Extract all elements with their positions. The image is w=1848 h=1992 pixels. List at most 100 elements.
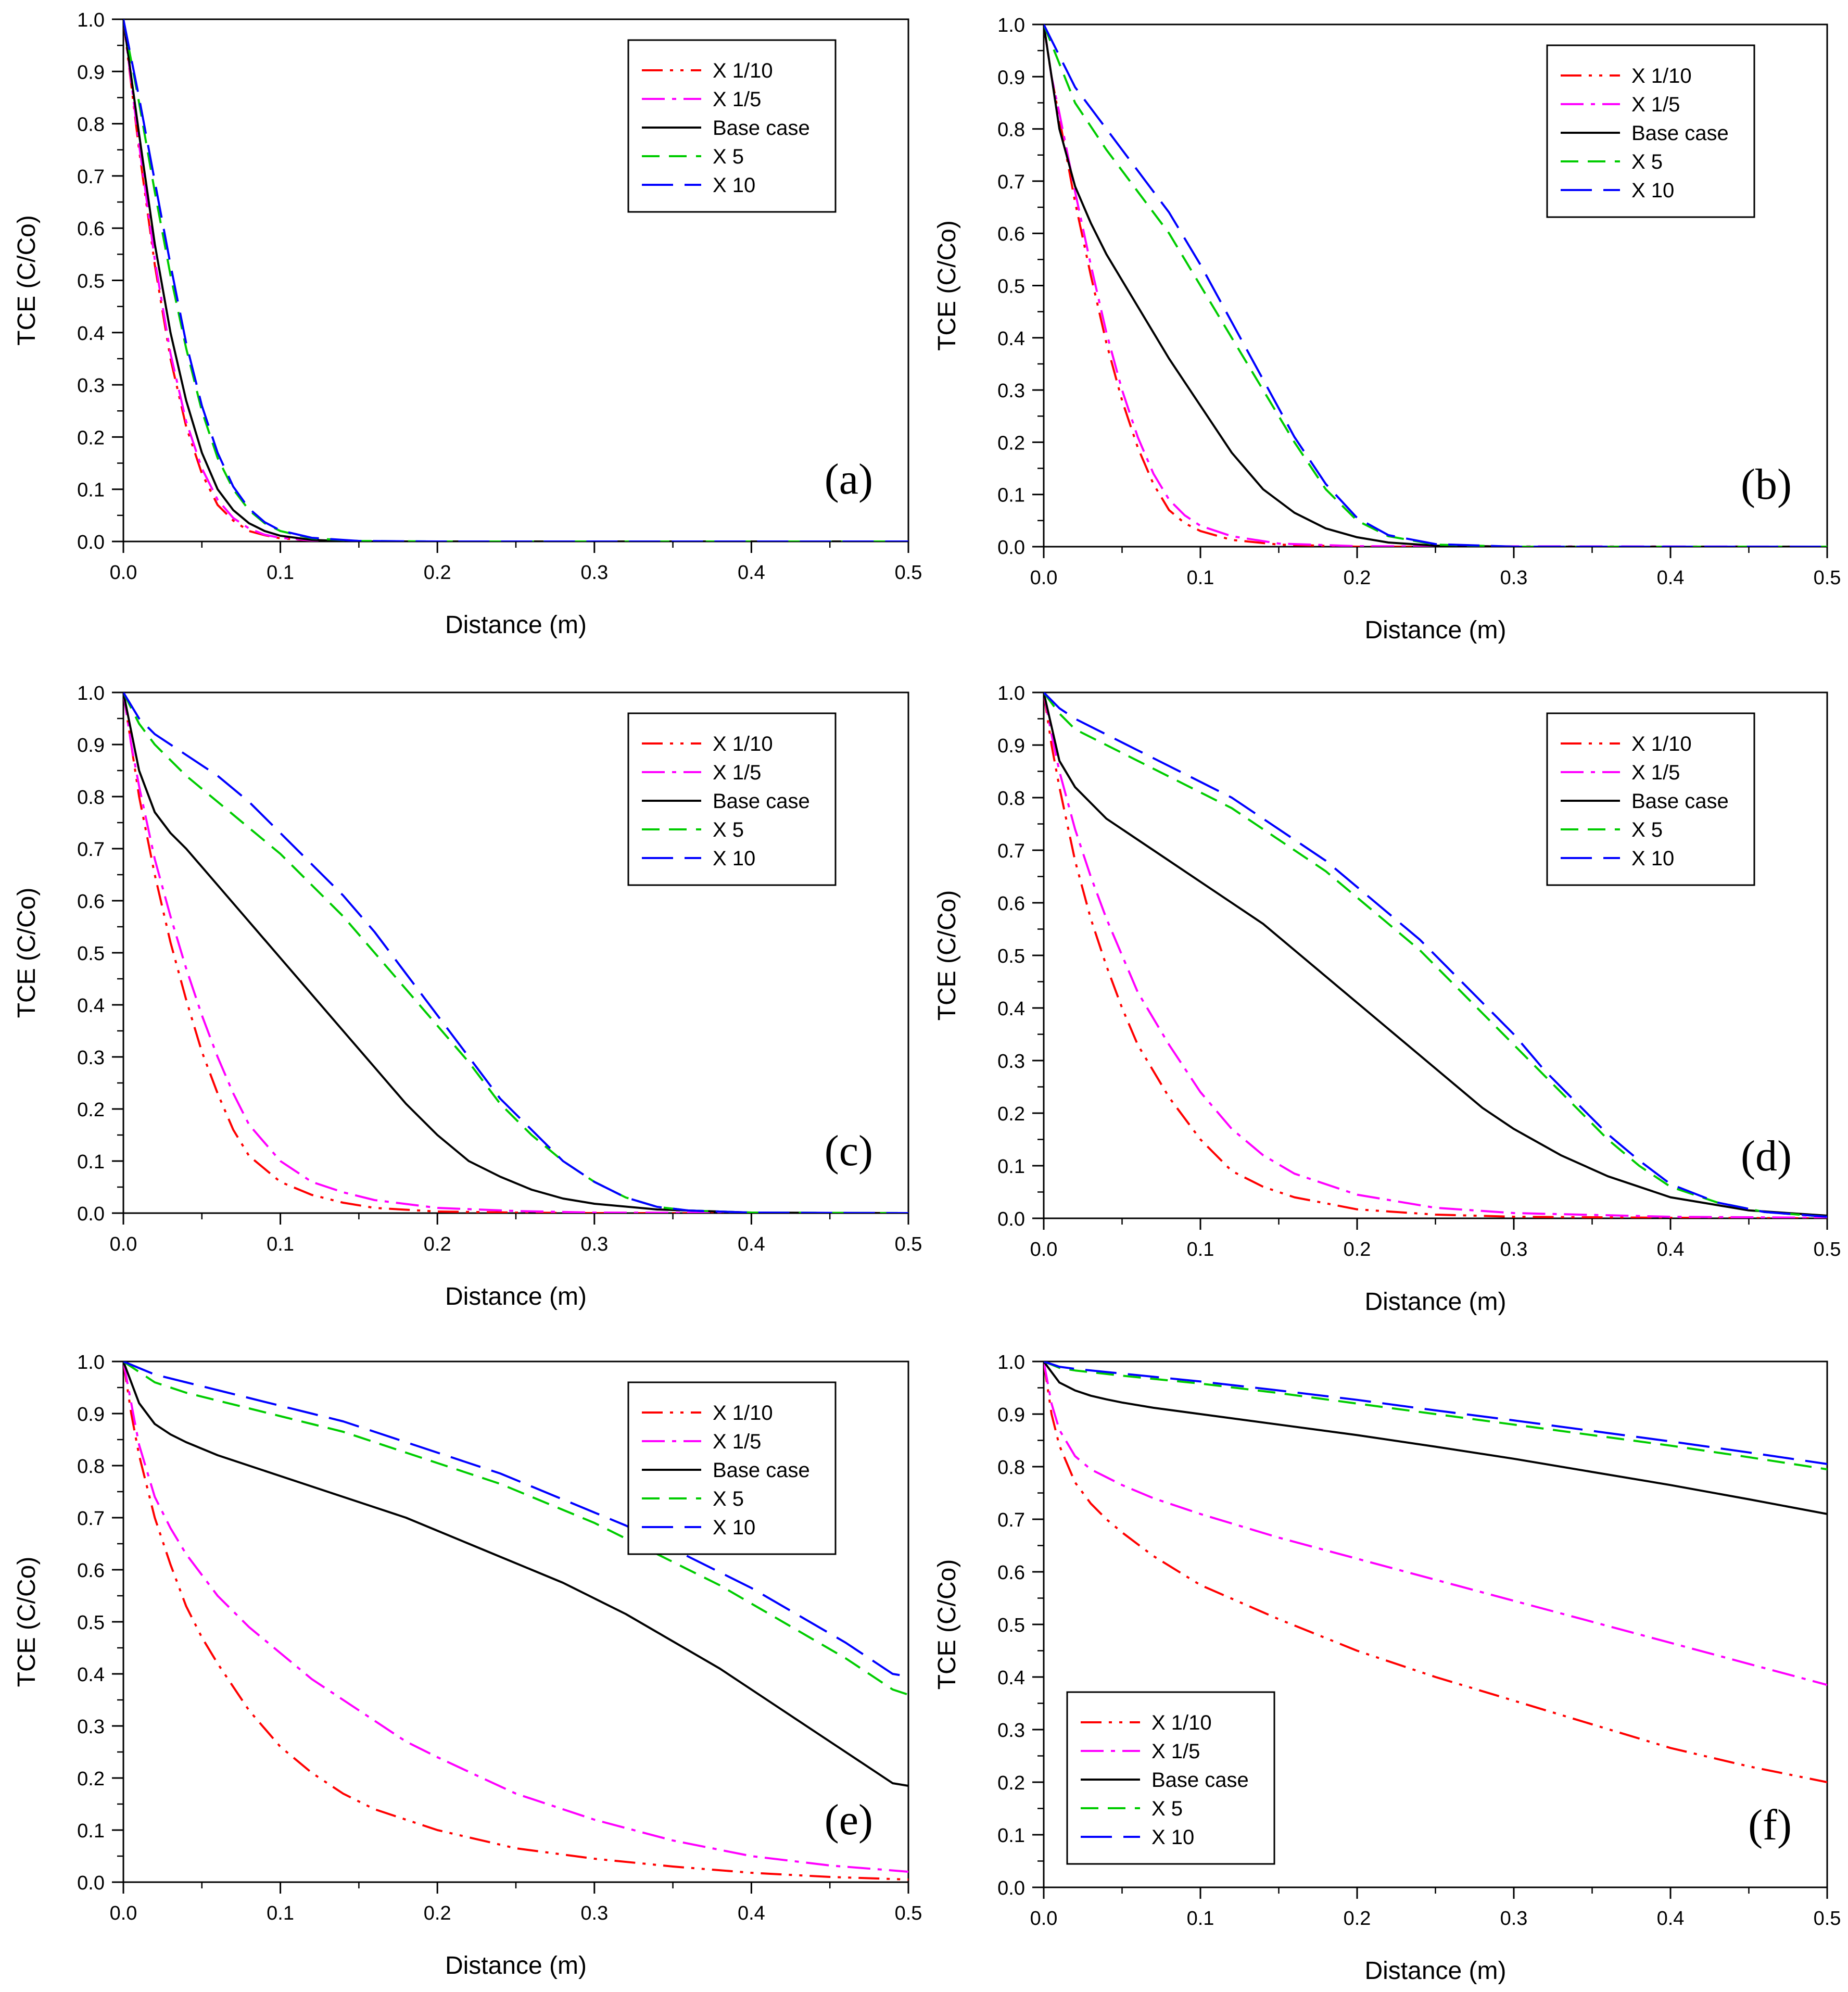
y-axis-title: TCE (C/Co) (13, 1557, 41, 1687)
x-tick-label: 0.1 (1187, 1239, 1214, 1260)
series-line-x-1-5 (1044, 1361, 1827, 1686)
legend-label: Base case (1631, 790, 1729, 813)
series-line-x-1-10 (123, 19, 908, 541)
y-tick-label: 0.2 (77, 1768, 105, 1790)
legend-label: X 1/10 (1631, 65, 1692, 87)
x-tick-label: 0.1 (267, 562, 294, 584)
x-tick-label: 0.0 (1030, 1908, 1058, 1930)
x-axis-title: Distance (m) (445, 611, 587, 639)
series-line-base-case (123, 692, 908, 1213)
x-tick-label: 0.1 (1187, 567, 1214, 589)
y-tick-label: 0.0 (997, 1877, 1025, 1899)
y-tick-label: 0.5 (997, 276, 1025, 298)
x-tick-label: 0.0 (1030, 567, 1058, 589)
legend-label: X 10 (713, 174, 755, 197)
chart-panel-d: 0.0 0.1 0.2 0.3 0.4 0.5 0.0 0.1 0.2 0.3 0.4 0.5 0.6 0… (933, 683, 1841, 1316)
y-tick-label: 0.3 (77, 1716, 105, 1738)
legend-label: X 1/10 (713, 1402, 773, 1424)
x-tick-label: 0.1 (1187, 1908, 1214, 1930)
y-tick-label: 0.3 (77, 375, 105, 397)
x-tick-label: 0.0 (1030, 1239, 1058, 1260)
y-tick-label: 0.4 (997, 1667, 1025, 1689)
x-tick-label: 0.2 (424, 1233, 451, 1255)
legend-box (1546, 44, 1755, 218)
y-tick-label: 0.9 (77, 61, 105, 83)
y-tick-label: 0.8 (997, 119, 1025, 141)
x-axis-title: Distance (m) (1364, 1288, 1506, 1316)
legend-label: X 10 (713, 847, 755, 870)
legend-label: X 10 (1151, 1826, 1194, 1849)
legend-label: Base case (1151, 1769, 1249, 1792)
legend-label: Base case (713, 1459, 810, 1482)
series-line-x-1-10 (1044, 1361, 1827, 1783)
legend-label: Base case (1631, 122, 1729, 145)
y-tick-label: 0.1 (77, 1151, 105, 1173)
y-tick-label: 0.1 (997, 485, 1025, 507)
y-tick-label: 1.0 (997, 683, 1025, 704)
legend-label: X 1/5 (713, 88, 761, 111)
y-tick-label: 0.6 (77, 1560, 105, 1582)
y-tick-label: 0.1 (997, 1156, 1025, 1178)
series-line-x-10 (1044, 24, 1827, 547)
legend-box (1546, 712, 1755, 886)
y-tick-label: 0.4 (77, 323, 105, 345)
series-line-x-10 (1044, 692, 1827, 1218)
y-tick-label: 0.0 (77, 532, 105, 553)
legend: X 1/10 X 1/5 Base case X 5 X 10 (627, 1381, 837, 1555)
panel-label: (d) (1741, 1132, 1792, 1180)
x-tick-label: 0.4 (738, 1902, 765, 1924)
series-line-x-1-5 (1044, 24, 1827, 547)
y-axis-title: TCE (C/Co) (933, 890, 961, 1021)
y-tick-label: 0.3 (997, 380, 1025, 402)
x-tick-label: 0.5 (1814, 1908, 1841, 1930)
y-tick-label: 0.2 (997, 1103, 1025, 1125)
series-line-base-case (1044, 692, 1827, 1217)
chart-panel-e: 0.0 0.1 0.2 0.3 0.4 0.5 0.0 0.1 0.2 0.3 0.4 0.5 0.6 0… (13, 1352, 922, 1980)
y-tick-label: 0.1 (77, 1820, 105, 1842)
series-line-x-5 (1044, 1361, 1827, 1471)
y-tick-label: 0.5 (77, 943, 105, 965)
x-tick-label: 0.3 (580, 1233, 608, 1255)
y-tick-label: 0.9 (997, 67, 1025, 89)
y-tick-label: 0.7 (997, 1509, 1025, 1531)
y-tick-label: 0.5 (997, 945, 1025, 967)
x-tick-label: 0.3 (1500, 1908, 1528, 1930)
series-line-x-5 (123, 1361, 908, 1696)
series-line-base-case (1044, 1361, 1827, 1515)
x-axis-title: Distance (m) (445, 1283, 587, 1310)
y-tick-label: 0.8 (997, 1457, 1025, 1479)
legend: X 1/10 X 1/5 Base case X 5 X 10 (1066, 1691, 1275, 1865)
y-tick-label: 0.6 (77, 218, 105, 240)
y-tick-label: 0.9 (997, 735, 1025, 757)
series-line-x-10 (123, 692, 908, 1213)
legend-label: X 1/5 (1631, 93, 1680, 116)
y-tick-label: 0.4 (997, 998, 1025, 1020)
y-tick-label: 0.9 (77, 735, 105, 757)
y-tick-label: 0.3 (997, 1051, 1025, 1073)
x-tick-label: 0.3 (1500, 567, 1528, 589)
legend: X 1/10 X 1/5 Base case X 5 X 10 (1546, 712, 1755, 886)
y-tick-label: 0.0 (77, 1203, 105, 1225)
y-tick-label: 0.0 (997, 1208, 1025, 1230)
panel-label: (a) (825, 455, 873, 503)
y-tick-label: 0.4 (77, 995, 105, 1017)
legend: X 1/10 X 1/5 Base case X 5 X 10 (627, 712, 837, 886)
legend-label: X 5 (713, 145, 744, 168)
panel-label: (f) (1748, 1801, 1792, 1849)
panel-label: (b) (1741, 460, 1792, 509)
x-tick-label: 0.5 (895, 1233, 922, 1255)
x-tick-label: 0.5 (1814, 1239, 1841, 1260)
chart-panel-f: 0.0 0.1 0.2 0.3 0.4 0.5 0.0 0.1 0.2 0.3 0.4 0.5 0.6 0… (933, 1352, 1841, 1985)
y-tick-label: 0.2 (997, 432, 1025, 454)
x-tick-label: 0.2 (424, 562, 451, 584)
legend-box (627, 39, 837, 213)
y-tick-label: 0.6 (997, 1562, 1025, 1584)
x-tick-label: 0.1 (267, 1233, 294, 1255)
legend-label: X 10 (1631, 179, 1674, 202)
x-tick-label: 0.3 (580, 1902, 608, 1924)
legend-box (627, 712, 837, 886)
chart-panel-c: 0.0 0.1 0.2 0.3 0.4 0.5 0.0 0.1 0.2 0.3 0.4 0.5 0.6 0… (13, 683, 922, 1310)
x-tick-label: 0.4 (738, 562, 765, 584)
series-line-x-5 (1044, 692, 1827, 1218)
